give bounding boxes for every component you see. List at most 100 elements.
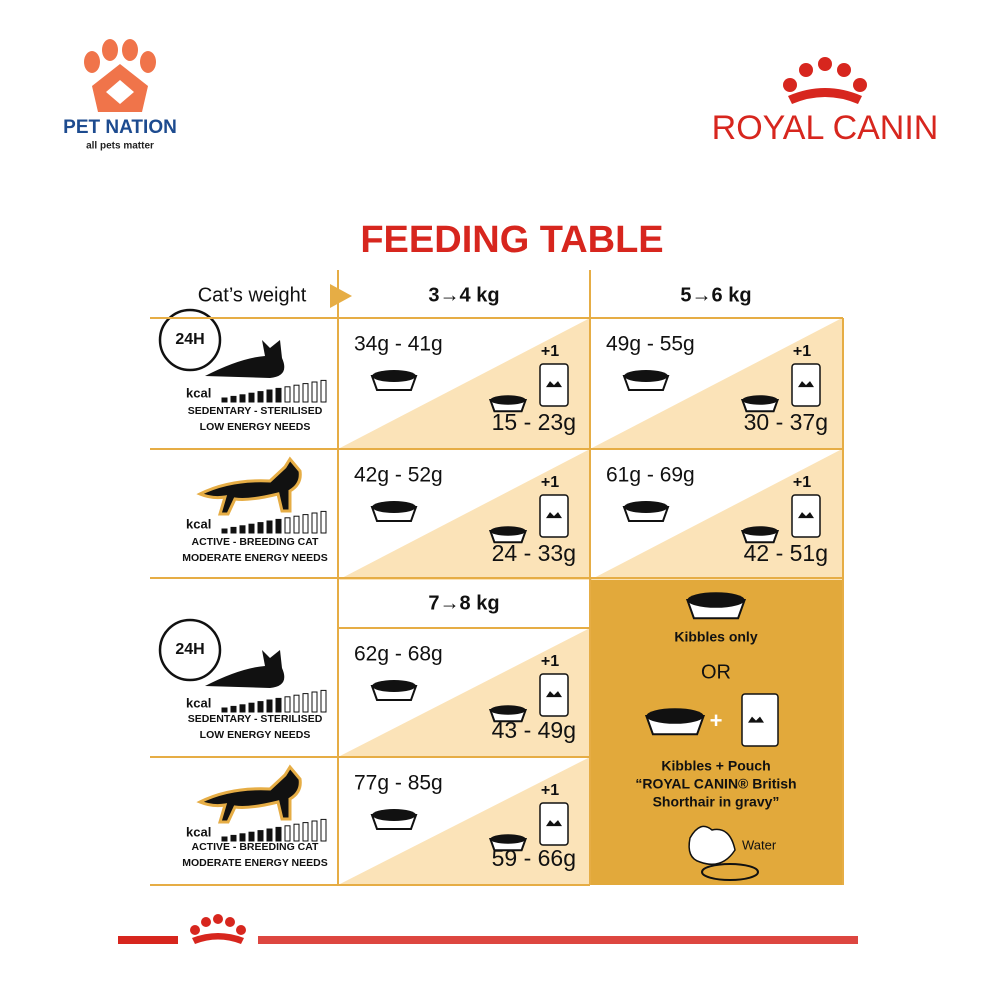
pouch-count: +1 <box>793 343 811 360</box>
bowl-food <box>372 680 416 692</box>
kcal-bar <box>284 517 291 534</box>
weight-label: Cat’s weight <box>198 284 307 306</box>
kcal-bar <box>239 525 246 534</box>
weight-arrow <box>330 284 352 308</box>
pouch-crown <box>546 381 562 388</box>
kcal-label: kcal <box>186 824 211 839</box>
kcal-bar <box>302 383 309 403</box>
cat-walking <box>196 764 302 824</box>
kcal-bar <box>248 392 255 403</box>
kcal-bar <box>320 510 327 534</box>
cell-shade <box>590 318 842 449</box>
kcal-label: kcal <box>186 695 211 710</box>
footer-band <box>118 914 858 944</box>
pouch-count: +1 <box>793 474 811 491</box>
mixed-amount: 59 - 66g <box>492 845 576 871</box>
activity-label: ACTIVE - BREEDING CAT <box>192 841 320 853</box>
kcal-bar <box>221 397 228 403</box>
mixed-amount: 24 - 33g <box>492 540 576 566</box>
pouch-crown <box>798 381 814 388</box>
bowl-food <box>490 705 526 715</box>
legend-pouch-text: Shorthair in gravy” <box>653 794 780 810</box>
kcal-bar <box>221 528 228 534</box>
kcal-bar <box>248 831 255 842</box>
pet-nation-logo <box>84 39 156 112</box>
cat-lying <box>205 650 285 688</box>
cat-lying <box>205 340 285 378</box>
kcal-bar <box>257 701 264 713</box>
bowl-food <box>490 526 526 536</box>
brand-name: PET NATION <box>63 117 177 138</box>
kcal-bar <box>293 694 300 713</box>
cell-shade <box>590 449 842 580</box>
kcal-bar <box>257 522 264 534</box>
bowl-food <box>624 501 668 513</box>
kcal-bar <box>266 828 273 842</box>
kcal-bar <box>248 702 255 713</box>
title: FEEDING TABLE <box>360 219 663 261</box>
brand-tagline: all pets matter <box>86 141 154 152</box>
kcal-bar <box>230 705 237 713</box>
kcal-bar <box>248 523 255 534</box>
column-label: 3→4 kg <box>428 284 499 306</box>
kcal-bar <box>275 697 282 713</box>
column-label: 7→8 kg <box>428 592 499 614</box>
kcal-bar <box>302 822 309 842</box>
bowl-food <box>372 370 416 382</box>
activity-label: SEDENTARY - STERILISED <box>188 713 323 725</box>
legend-pouch-text: “ROYAL CANIN® British <box>635 776 796 792</box>
pouch-crown <box>546 691 562 698</box>
logo-text: ROYAL CANIN <box>712 109 939 147</box>
pouch-icon <box>791 363 821 407</box>
kcal-bar <box>266 389 273 403</box>
pouch-crown <box>546 512 562 519</box>
kcal-bar <box>275 826 282 842</box>
bowl-food <box>490 395 526 405</box>
kcal-label: kcal <box>186 516 211 531</box>
bowl-food <box>742 526 778 536</box>
bowl-food <box>646 708 704 724</box>
kcal-bar <box>266 699 273 713</box>
kcal-bar <box>311 381 318 403</box>
kcal-bar <box>320 689 327 713</box>
clock-label: 24H <box>175 641 204 658</box>
needs-label: MODERATE ENERGY NEEDS <box>182 857 327 869</box>
kcal-bar <box>257 391 264 403</box>
bowl-food <box>490 834 526 844</box>
kcal-bar <box>320 818 327 842</box>
mixed-amount: 43 - 49g <box>492 717 576 743</box>
legend-or: OR <box>701 661 731 683</box>
mixed-amount: 30 - 37g <box>744 409 828 435</box>
pouch-icon <box>791 494 821 538</box>
pouch-crown <box>798 512 814 519</box>
kcal-bar <box>293 823 300 842</box>
kcal-bar <box>311 820 318 842</box>
pouch-crown <box>546 820 562 827</box>
legend-plus: + <box>710 708 723 733</box>
needs-label: LOW ENERGY NEEDS <box>200 421 311 433</box>
kcal-bar <box>293 384 300 403</box>
kcal-bar <box>311 512 318 534</box>
needs-label: MODERATE ENERGY NEEDS <box>182 552 327 564</box>
mixed-amount: 42 - 51g <box>744 540 828 566</box>
clock-icon <box>158 308 222 372</box>
bowl-food <box>372 501 416 513</box>
kcal-bar <box>239 833 246 842</box>
cat-walking <box>196 456 302 516</box>
kcal-bar <box>302 693 309 713</box>
kibbles-amount: 49g - 55g <box>606 333 695 356</box>
kcal-bar <box>275 387 282 403</box>
kcal-bar <box>239 394 246 403</box>
kcal-bar <box>230 834 237 842</box>
kibbles-amount: 34g - 41g <box>354 333 443 356</box>
kibbles-amount: 42g - 52g <box>354 464 443 487</box>
kcal-bar <box>230 395 237 403</box>
legend-pouch-text: Kibbles + Pouch <box>661 758 770 774</box>
kibbles-amount: 77g - 85g <box>354 772 443 795</box>
clock-icon <box>158 618 222 682</box>
needs-label: LOW ENERGY NEEDS <box>200 729 311 741</box>
activity-label: ACTIVE - BREEDING CAT <box>192 536 320 548</box>
kcal-bar <box>239 704 246 713</box>
